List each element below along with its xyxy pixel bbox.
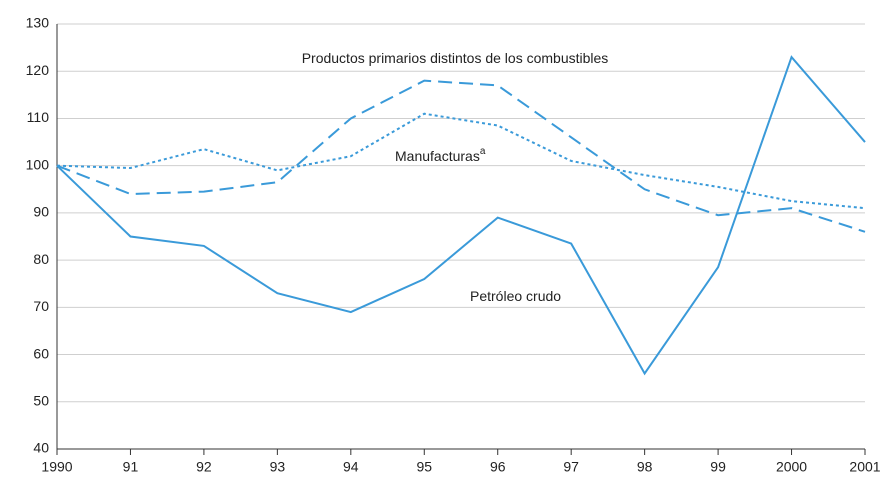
x-tick-label: 95 <box>416 459 432 475</box>
series-name: Manufacturas <box>395 148 480 164</box>
series-line <box>56 79 866 233</box>
series-label: Productos primarios distintos de los com… <box>302 50 609 66</box>
y-tick-label: 80 <box>33 251 49 267</box>
note-marker: a <box>480 146 486 157</box>
x-tick-label: 92 <box>196 459 212 475</box>
series-name: Productos primarios distintos de los com… <box>302 50 609 66</box>
y-tick-label: 60 <box>33 345 49 361</box>
x-tick-label: 2001 <box>849 459 880 475</box>
series-line <box>56 55 866 376</box>
x-tick-label: 99 <box>710 459 726 475</box>
y-tick-label: 50 <box>33 392 49 408</box>
y-tick-label: 40 <box>33 440 49 456</box>
series-label: Manufacturasa <box>395 146 486 164</box>
x-tick-label: 96 <box>490 459 506 475</box>
y-tick-label: 130 <box>26 15 50 31</box>
x-tick-label: 94 <box>343 459 359 475</box>
series-name: Petróleo crudo <box>470 288 561 304</box>
x-tick-label: 93 <box>270 459 286 475</box>
y-tick-label: 100 <box>26 156 50 172</box>
series-label: Petróleo crudo <box>470 288 561 304</box>
y-tick-label: 110 <box>27 109 50 125</box>
y-tick-label: 90 <box>33 204 49 220</box>
series-line <box>56 112 866 210</box>
x-tick-label: 98 <box>637 459 653 475</box>
y-tick-label: 120 <box>26 62 50 78</box>
x-tick-label: 97 <box>563 459 579 475</box>
y-tick-label: 70 <box>33 298 49 314</box>
x-tick-label: 1990 <box>41 459 72 475</box>
x-tick-label: 2000 <box>776 459 807 475</box>
x-tick-label: 91 <box>123 459 139 475</box>
